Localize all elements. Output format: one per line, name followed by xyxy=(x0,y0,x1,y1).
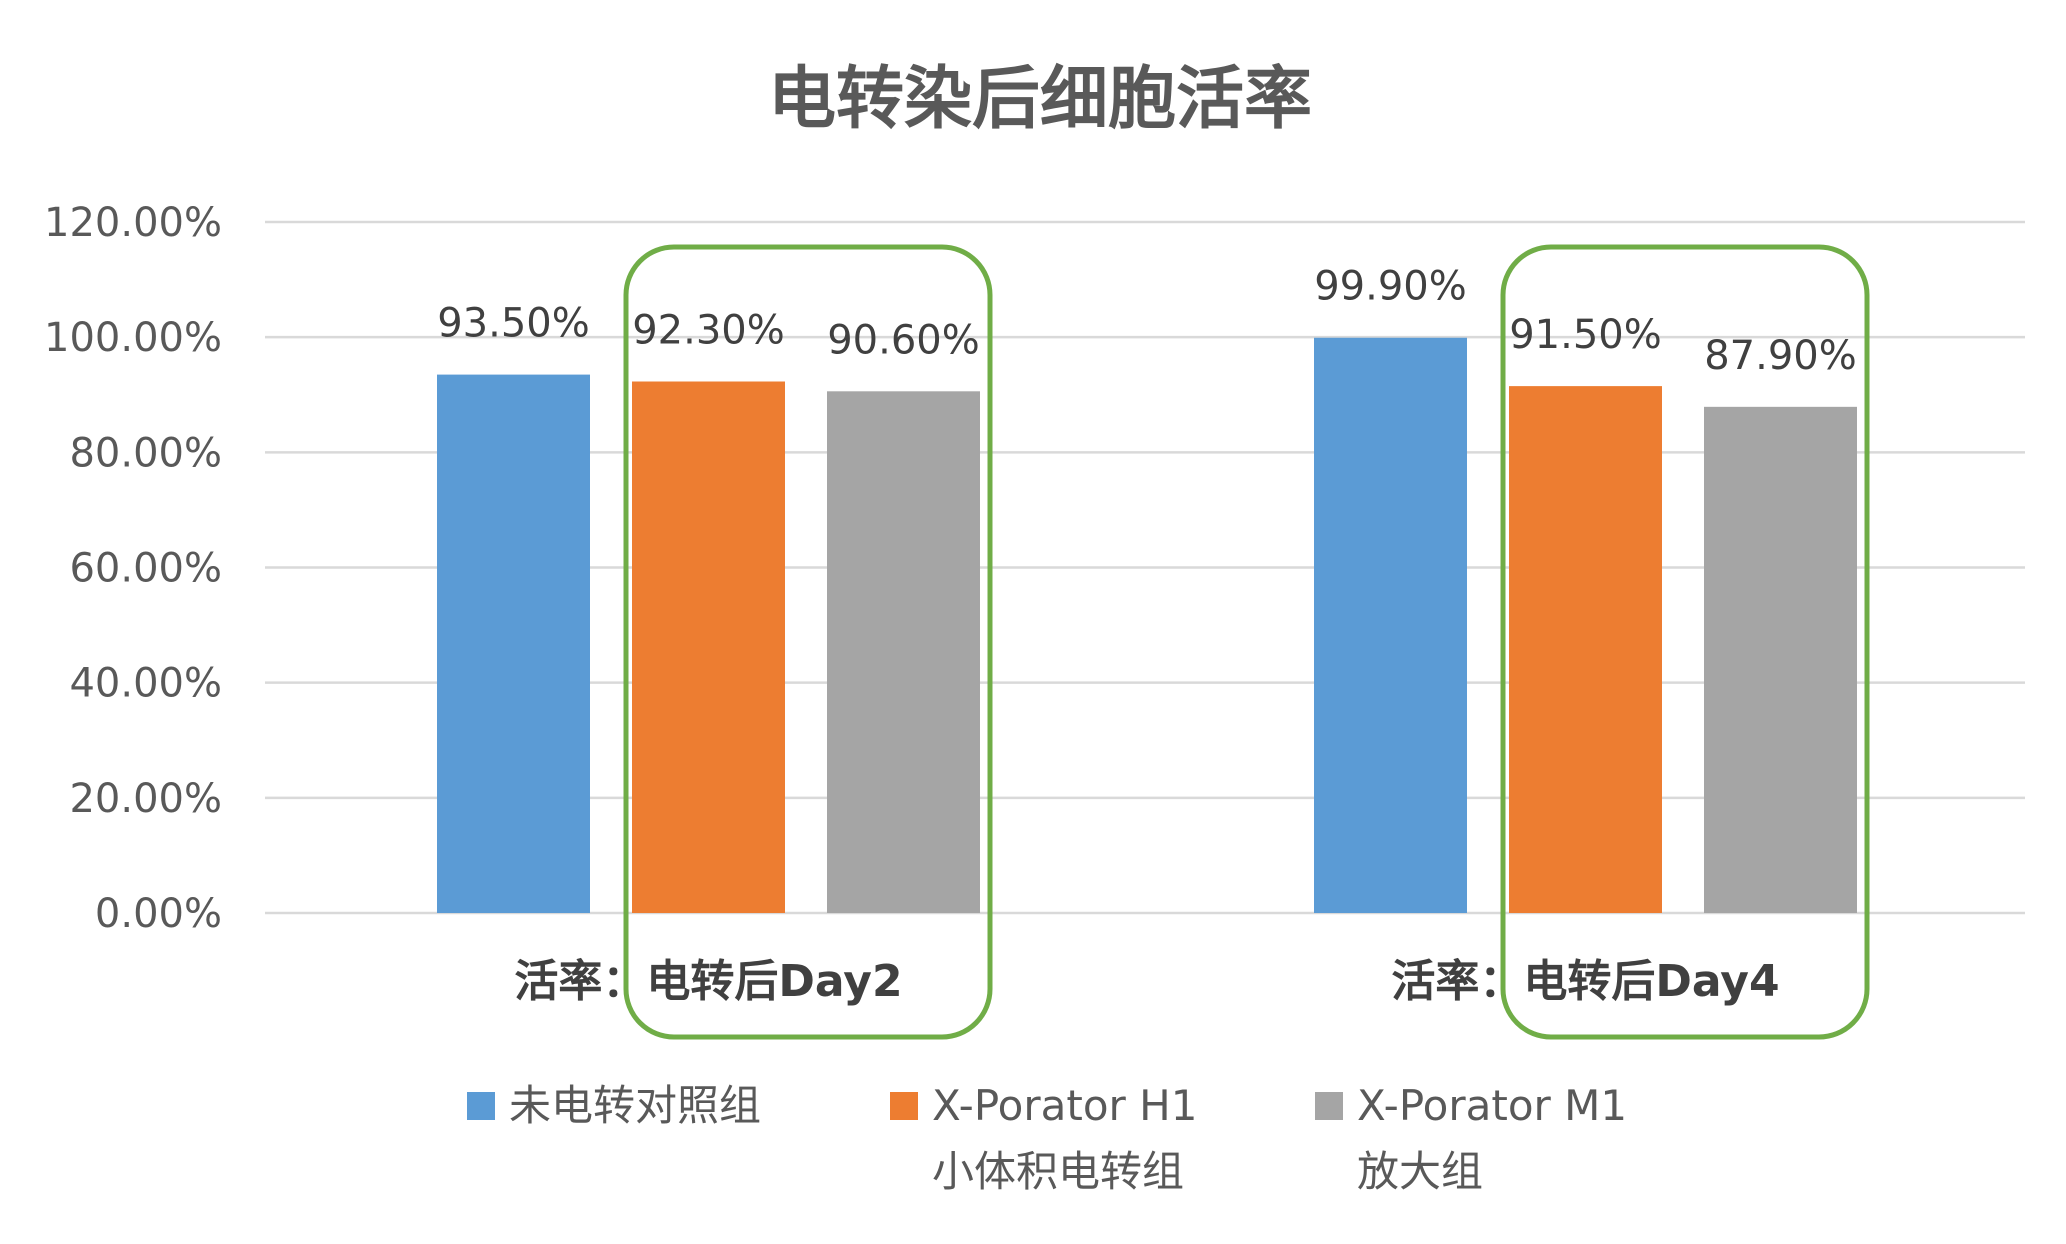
data-label: 93.50% xyxy=(437,301,590,347)
data-label: 87.90% xyxy=(1704,333,1857,379)
data-label: 99.90% xyxy=(1314,264,1467,310)
data-label: 90.60% xyxy=(827,317,980,363)
legend-label: 未电转对照组 xyxy=(509,1081,761,1130)
legend-label: X-Porator H1 xyxy=(932,1081,1197,1130)
y-tick-label: 40.00% xyxy=(69,661,222,707)
bar xyxy=(437,374,590,913)
bar xyxy=(1509,386,1662,913)
data-label: 92.30% xyxy=(632,308,785,354)
highlight-box xyxy=(623,244,993,1040)
legend-swatch xyxy=(1315,1092,1343,1120)
y-tick-label: 20.00% xyxy=(69,776,222,822)
bar xyxy=(632,381,785,913)
bar xyxy=(1704,406,1857,913)
y-tick-label: 60.00% xyxy=(69,546,222,592)
y-tick-label: 100.00% xyxy=(44,315,222,361)
legend-label: 小体积电转组 xyxy=(932,1147,1184,1196)
legend-label: X-Porator M1 xyxy=(1357,1081,1627,1130)
y-tick-label: 0.00% xyxy=(95,891,222,937)
legend-swatch xyxy=(890,1092,918,1120)
x-category-label: 活率：电转后Day2 xyxy=(514,956,902,1007)
legend-swatch xyxy=(467,1092,495,1120)
legend-label: 放大组 xyxy=(1357,1147,1483,1196)
bar xyxy=(827,391,980,913)
x-category-label: 活率：电转后Day4 xyxy=(1391,956,1779,1007)
data-label: 91.50% xyxy=(1509,312,1662,358)
y-tick-label: 120.00% xyxy=(44,200,222,246)
bar xyxy=(1314,337,1467,913)
highlight-box xyxy=(1500,244,1870,1040)
chart-title: 电转染后细胞活率 xyxy=(768,60,1312,139)
y-tick-label: 80.00% xyxy=(69,430,222,476)
